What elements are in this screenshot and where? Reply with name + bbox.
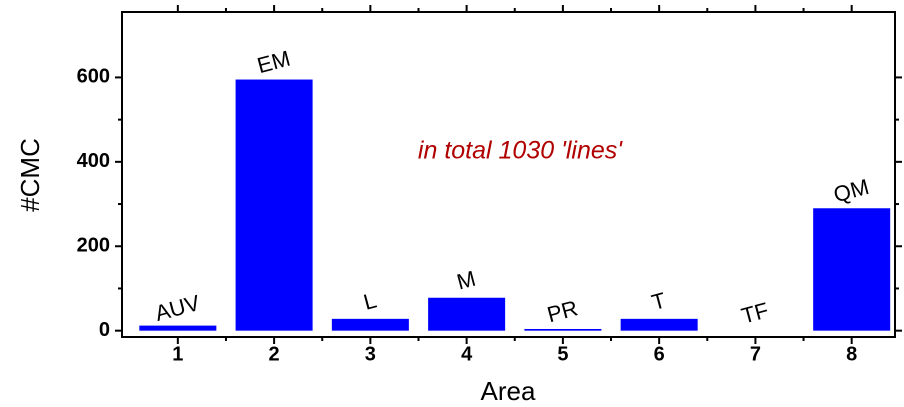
bar-label: T (649, 287, 668, 315)
bar-label: M (454, 266, 478, 295)
x-axis-title: Area (481, 376, 536, 406)
x-tick-label: 2 (269, 343, 280, 365)
bar (139, 325, 217, 331)
x-tick-label: 6 (654, 343, 665, 365)
y-axis-title: #CMC (15, 138, 45, 212)
x-tick-label: 7 (750, 343, 761, 365)
x-tick-label: 1 (172, 343, 183, 365)
bar (235, 79, 313, 331)
y-tick-label: 600 (77, 66, 110, 88)
bar (813, 208, 891, 331)
bar (428, 297, 506, 331)
bar-label: TF (739, 297, 771, 328)
y-tick-label: 200 (77, 235, 110, 257)
y-tick-label: 400 (77, 150, 110, 172)
annotation: in total 1030 'lines' (418, 137, 623, 165)
bar (620, 318, 698, 331)
bar (524, 328, 602, 331)
plot-frame (121, 11, 896, 338)
x-tick-label: 8 (846, 343, 857, 365)
x-tick-label: 4 (461, 343, 473, 365)
x-tick-label: 5 (557, 343, 568, 365)
bar (331, 318, 409, 331)
bar-label: QM (831, 174, 872, 207)
bar-label: EM (254, 46, 292, 79)
bar-label: L (361, 288, 379, 315)
x-tick-label: 3 (365, 343, 376, 365)
bar-label: AUV (152, 290, 202, 326)
y-tick-label: 0 (99, 319, 110, 341)
bar-label: PR (544, 295, 580, 327)
